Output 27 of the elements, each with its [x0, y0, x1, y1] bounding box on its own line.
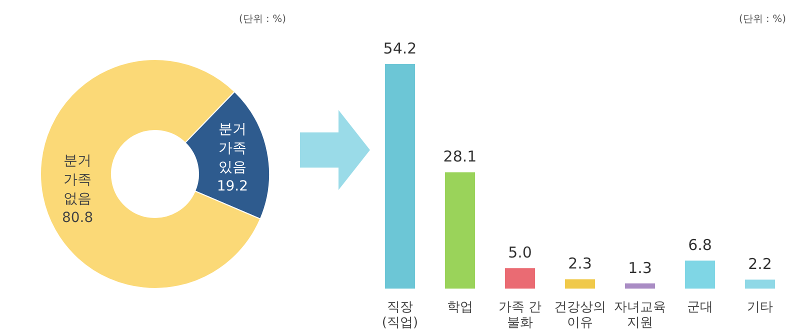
data-label: 2.2	[748, 255, 772, 274]
data-label: 54.2	[383, 39, 417, 58]
x-tick-label: 가족 간 불화	[498, 300, 542, 331]
bar	[445, 172, 475, 289]
x-tick-label: 건강상의 이유	[554, 300, 606, 331]
text: (단위 : %)	[238, 14, 286, 25]
x-tick-label: 자녀교육 지원	[614, 300, 666, 331]
slice-label: 분거 가족 있음	[218, 121, 246, 176]
x-tick-label: 군대	[687, 300, 713, 315]
data-label: 19.2	[216, 178, 248, 194]
bar	[745, 280, 775, 289]
x-tick-label: 직장 (직업)	[382, 300, 418, 331]
data-label: 6.8	[688, 236, 712, 254]
data-label: 80.8	[62, 210, 94, 226]
data-label: 2.3	[568, 254, 592, 273]
bar	[565, 279, 595, 289]
data-label: 28.1	[443, 148, 477, 166]
bar	[625, 283, 655, 289]
text: (단위 : %)	[738, 14, 786, 25]
slice-label: 분거 가족 없음	[64, 152, 92, 207]
bar	[685, 260, 715, 289]
x-tick-label: 기타	[747, 300, 773, 315]
x-tick-label: 학업	[447, 300, 473, 315]
bar	[505, 268, 535, 289]
data-label: 1.3	[628, 258, 652, 277]
data-label: 5.0	[508, 243, 532, 262]
bar	[385, 64, 415, 289]
